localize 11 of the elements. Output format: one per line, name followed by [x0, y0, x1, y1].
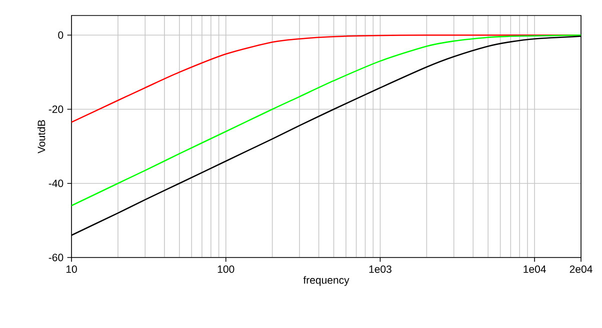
y-tick-label: -60: [48, 254, 64, 262]
y-tick-label: -40: [48, 180, 64, 188]
x-tick-label: 100: [218, 265, 234, 273]
y-axis-title: VoutdB: [37, 120, 46, 154]
x-tick-label: 10: [66, 265, 77, 273]
x-tick-label: 2e04: [570, 265, 592, 273]
x-tick-label: 1e03: [369, 265, 392, 273]
y-tick-label: -20: [48, 106, 64, 113]
y-tick-label: 0: [58, 31, 64, 39]
x-axis-title: frequency: [303, 276, 350, 286]
x-tick-label: 1e04: [524, 265, 546, 273]
